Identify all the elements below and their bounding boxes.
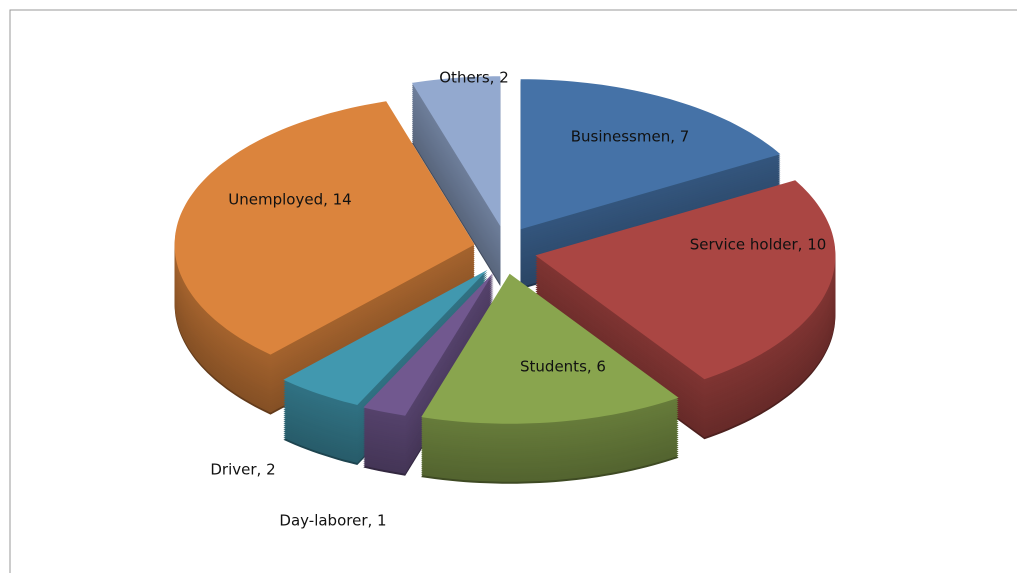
slice bbox=[421, 273, 679, 424]
data-label: Others, 2 bbox=[439, 69, 509, 87]
chart-frame bbox=[9, 9, 1017, 573]
data-label: Service holder, 10 bbox=[690, 236, 827, 254]
slice bbox=[283, 269, 488, 405]
slice bbox=[363, 272, 494, 416]
data-label: Driver, 2 bbox=[210, 461, 275, 479]
data-label: Unemployed, 14 bbox=[228, 191, 351, 209]
data-label: Students, 6 bbox=[520, 358, 606, 376]
data-label: Day-laborer, 1 bbox=[279, 512, 386, 530]
slice bbox=[520, 79, 781, 230]
slice bbox=[535, 180, 836, 380]
data-label: Businessmen, 7 bbox=[571, 128, 690, 146]
slice bbox=[174, 101, 475, 355]
slice bbox=[411, 76, 501, 227]
